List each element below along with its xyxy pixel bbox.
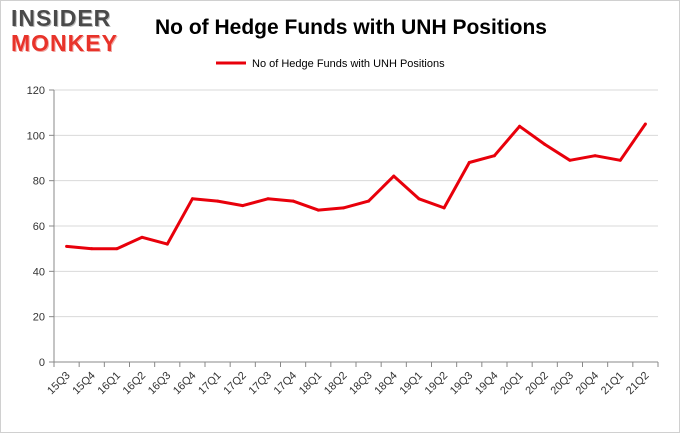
- x-tick-label: 15Q3: [45, 370, 73, 398]
- data-point: [140, 235, 144, 239]
- grid-lines: [54, 89, 658, 363]
- y-tick-label: 0: [39, 357, 45, 369]
- data-point: [618, 158, 622, 162]
- insider-monkey-logo: INSIDER MONKEY: [11, 7, 118, 55]
- logo-line-1: INSIDER: [11, 5, 112, 31]
- data-point: [65, 244, 69, 248]
- data-point: [291, 199, 295, 203]
- data-point: [593, 154, 597, 158]
- data-point: [241, 204, 245, 208]
- x-tick-label: 21Q1: [599, 370, 627, 398]
- x-axis: 15Q315Q416Q116Q216Q316Q417Q117Q217Q317Q4…: [45, 361, 659, 398]
- x-tick-label: 19Q2: [423, 370, 451, 398]
- x-tick-label: 17Q3: [247, 370, 275, 398]
- x-tick-label: 16Q1: [96, 370, 124, 398]
- y-tick-label: 100: [27, 130, 45, 142]
- x-tick-label: 20Q2: [523, 370, 551, 398]
- data-point: [518, 124, 522, 128]
- data-point: [392, 174, 396, 178]
- data-point: [115, 247, 119, 251]
- logo-line-2: MONKEY: [11, 30, 118, 56]
- y-tick-label: 80: [33, 176, 45, 188]
- x-tick-label: 19Q1: [398, 370, 426, 398]
- data-point: [492, 154, 496, 158]
- x-tick-label: 16Q4: [171, 370, 199, 398]
- y-tick-label: 20: [33, 312, 45, 324]
- data-point: [190, 197, 194, 201]
- y-tick-label: 120: [27, 85, 45, 97]
- x-tick-label: 20Q1: [498, 370, 526, 398]
- x-tick-label: 21Q2: [624, 370, 652, 398]
- data-point: [417, 197, 421, 201]
- series-line: [66, 123, 647, 251]
- y-tick-label: 60: [33, 221, 45, 233]
- y-tick-label: 40: [33, 266, 45, 278]
- y-axis: 0 20 40 60 80 100 120: [27, 85, 55, 369]
- x-tick-label: 17Q2: [221, 370, 249, 398]
- x-tick-label: 18Q2: [322, 370, 350, 398]
- x-tick-label: 18Q4: [372, 370, 400, 398]
- data-point: [643, 122, 647, 126]
- legend-label: No of Hedge Funds with UNH Positions: [252, 58, 445, 70]
- data-point: [467, 161, 471, 165]
- x-tick-label: 19Q4: [473, 370, 501, 398]
- data-point: [341, 206, 345, 210]
- data-point: [165, 242, 169, 246]
- data-point: [266, 197, 270, 201]
- data-point: [316, 208, 320, 212]
- x-tick-label: 17Q4: [272, 370, 300, 398]
- data-point: [568, 158, 572, 162]
- x-tick-label: 20Q4: [574, 370, 602, 398]
- x-tick-label: 15Q4: [70, 370, 98, 398]
- x-tick-label: 16Q2: [121, 370, 149, 398]
- x-tick-label: 18Q3: [347, 370, 375, 398]
- data-point: [367, 199, 371, 203]
- x-tick-label: 20Q3: [549, 370, 577, 398]
- x-tick-label: 18Q1: [297, 370, 325, 398]
- data-point: [90, 247, 94, 251]
- data-point: [543, 142, 547, 146]
- legend: No of Hedge Funds with UNH Positions: [216, 58, 445, 70]
- x-tick-label: 17Q1: [196, 370, 224, 398]
- x-tick-label: 16Q3: [146, 370, 174, 398]
- series-group: [65, 122, 647, 251]
- chart-title: No of Hedge Funds with UNH Positions: [155, 16, 547, 39]
- data-point: [442, 206, 446, 210]
- data-point: [216, 199, 220, 203]
- x-tick-label: 19Q3: [448, 370, 476, 398]
